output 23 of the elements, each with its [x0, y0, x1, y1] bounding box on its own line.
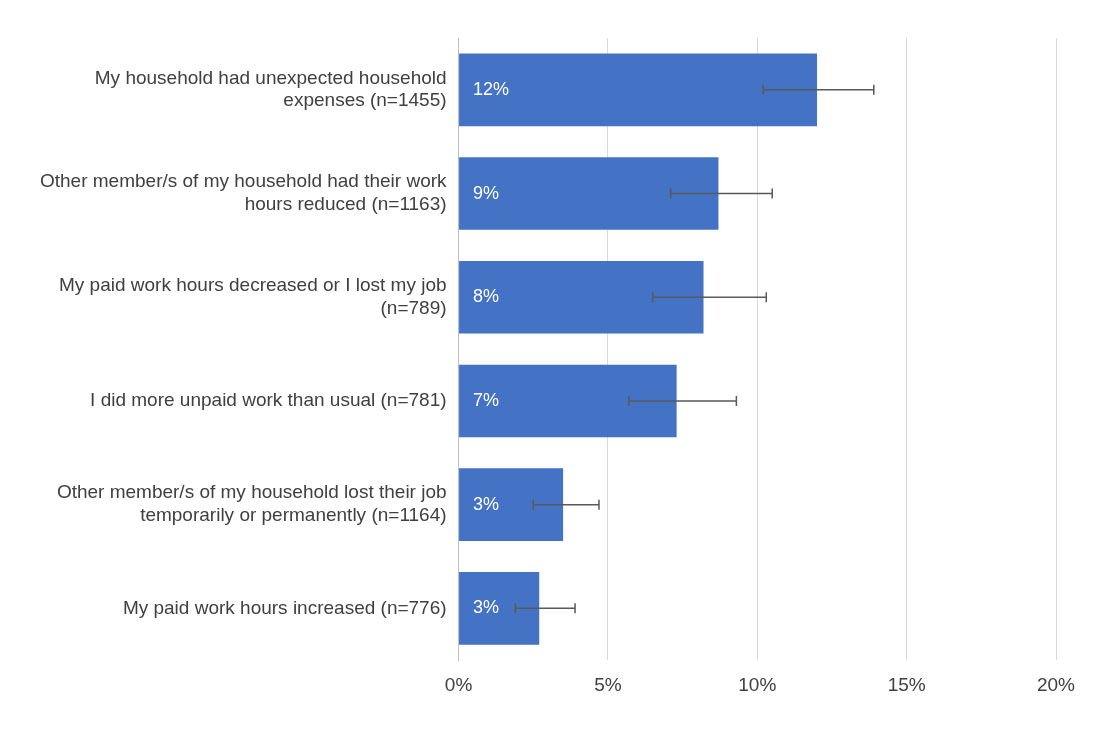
data-label: 3%	[473, 597, 500, 618]
data-label: 9%	[473, 182, 500, 203]
data-label: 7%	[473, 389, 500, 410]
x-tick-label: 5%	[594, 673, 622, 695]
x-tick-label: 15%	[887, 673, 926, 695]
y-tick-label: I did more unpaid work than usual (n=781)	[90, 389, 447, 411]
data-label: 12%	[473, 78, 510, 99]
x-tick-label: 0%	[444, 673, 473, 695]
y-tick-label: My household had unexpected household expenses (n=1455)	[94, 66, 447, 111]
data-label: 8%	[473, 286, 500, 307]
bar	[459, 468, 564, 541]
bar	[459, 260, 704, 334]
bar	[459, 364, 677, 438]
x-tick-label: 10%	[738, 673, 777, 695]
bar	[459, 157, 719, 230]
bar	[459, 572, 540, 645]
bar	[459, 53, 818, 127]
x-tick-label: 20%	[1036, 673, 1076, 695]
y-tick-label: Other member/s of my household lost their job temporarily or permanently (n=1164)	[56, 481, 447, 526]
y-tick-label: My paid work hours decreased or I lost my job (n=789)	[59, 274, 447, 318]
y-tick-label: My paid work hours increased (n=776)	[122, 596, 447, 618]
data-label: 3%	[473, 493, 500, 514]
y-tick-label: Other member/s of my household had their work hours reduced (n=1163)	[39, 170, 448, 215]
